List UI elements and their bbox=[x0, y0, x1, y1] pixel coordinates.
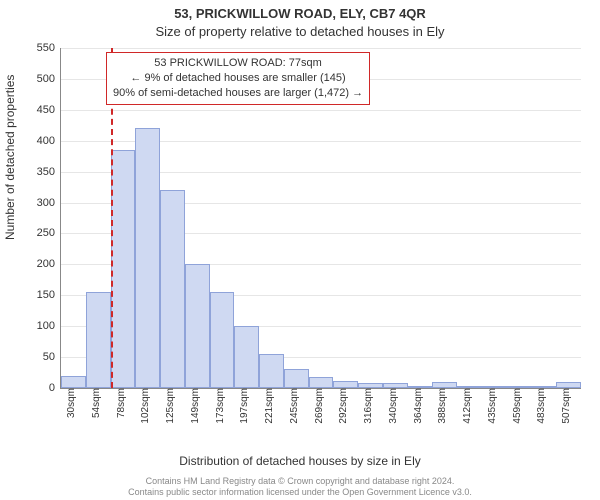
y-tick-label: 250 bbox=[37, 227, 61, 239]
y-tick-label: 400 bbox=[37, 135, 61, 147]
x-tick-label: 102sqm bbox=[138, 388, 151, 424]
y-tick-label: 200 bbox=[37, 258, 61, 270]
x-tick-label: 173sqm bbox=[213, 388, 226, 424]
x-tick-label: 78sqm bbox=[114, 388, 127, 418]
x-tick-label: 316sqm bbox=[361, 388, 374, 424]
x-tick-label: 149sqm bbox=[188, 388, 201, 424]
histogram-bar bbox=[160, 190, 185, 388]
histogram-bar bbox=[284, 369, 309, 388]
y-tick-label: 150 bbox=[37, 289, 61, 301]
annotation-line-0: 53 PRICKWILLOW ROAD: 77sqm bbox=[113, 56, 363, 71]
title-address: 53, PRICKWILLOW ROAD, ELY, CB7 4QR bbox=[0, 6, 600, 21]
y-tick-label: 550 bbox=[37, 42, 61, 54]
x-tick-label: 197sqm bbox=[237, 388, 250, 424]
x-tick-label: 269sqm bbox=[312, 388, 325, 424]
x-tick-label: 292sqm bbox=[336, 388, 349, 424]
footer-line-2: Contains public sector information licen… bbox=[0, 487, 600, 498]
x-tick-label: 412sqm bbox=[460, 388, 473, 424]
x-tick-label: 340sqm bbox=[386, 388, 399, 424]
histogram-bar bbox=[309, 377, 334, 388]
x-tick-label: 364sqm bbox=[411, 388, 424, 424]
x-tick-label: 245sqm bbox=[287, 388, 300, 424]
x-tick-label: 388sqm bbox=[435, 388, 448, 424]
x-axis-label: Distribution of detached houses by size … bbox=[0, 454, 600, 468]
y-tick-label: 450 bbox=[37, 104, 61, 116]
x-tick-label: 435sqm bbox=[485, 388, 498, 424]
footer-attribution: Contains HM Land Registry data © Crown c… bbox=[0, 476, 600, 498]
y-tick-label: 100 bbox=[37, 320, 61, 332]
y-tick-label: 50 bbox=[43, 351, 61, 363]
y-tick-label: 350 bbox=[37, 166, 61, 178]
x-tick-label: 54sqm bbox=[89, 388, 102, 418]
plot-area: 05010015020025030035040045050055030sqm54… bbox=[60, 48, 581, 389]
title-subtitle: Size of property relative to detached ho… bbox=[0, 24, 600, 39]
histogram-bar bbox=[234, 326, 259, 388]
y-tick-label: 300 bbox=[37, 197, 61, 209]
gridline bbox=[61, 48, 581, 49]
x-tick-label: 125sqm bbox=[163, 388, 176, 424]
gridline bbox=[61, 110, 581, 111]
y-tick-label: 500 bbox=[37, 73, 61, 85]
x-tick-label: 221sqm bbox=[262, 388, 275, 424]
histogram-bar bbox=[259, 354, 284, 388]
annotation-line-2: 90% of semi-detached houses are larger (… bbox=[113, 86, 363, 101]
x-tick-label: 30sqm bbox=[64, 388, 77, 418]
histogram-bar bbox=[86, 292, 111, 388]
histogram-bar bbox=[185, 264, 210, 388]
annotation-box: 53 PRICKWILLOW ROAD: 77sqm← 9% of detach… bbox=[106, 52, 370, 105]
chart-container: 53, PRICKWILLOW ROAD, ELY, CB7 4QR Size … bbox=[0, 0, 600, 500]
x-tick-label: 459sqm bbox=[510, 388, 523, 424]
annotation-line-1: ← 9% of detached houses are smaller (145… bbox=[113, 71, 363, 86]
histogram-bar bbox=[333, 381, 358, 388]
histogram-bar bbox=[61, 376, 86, 388]
x-tick-label: 483sqm bbox=[534, 388, 547, 424]
histogram-bar bbox=[210, 292, 235, 388]
y-axis-label: Number of detached properties bbox=[3, 75, 17, 240]
histogram-bar bbox=[135, 128, 160, 388]
x-tick-label: 507sqm bbox=[559, 388, 572, 424]
footer-line-1: Contains HM Land Registry data © Crown c… bbox=[0, 476, 600, 487]
y-tick-label: 0 bbox=[49, 382, 61, 394]
histogram-bar bbox=[111, 150, 136, 388]
